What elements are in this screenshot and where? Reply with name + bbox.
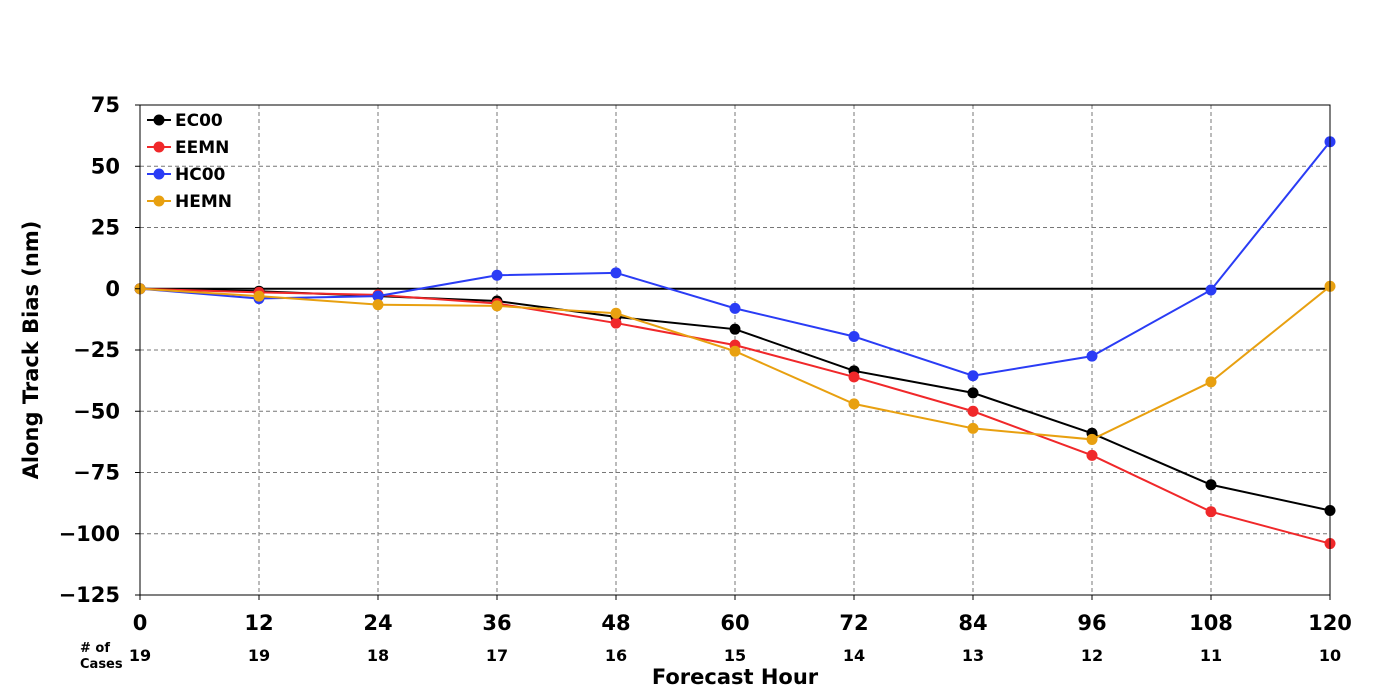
- y-tick-label: 0: [105, 277, 120, 301]
- legend: EC00 EEMN HC00 HEMN: [147, 111, 232, 212]
- case-count: 17: [486, 646, 508, 665]
- data-point-hemn: [491, 300, 503, 312]
- y-tick-label: −100: [59, 522, 120, 546]
- data-point-hc00: [729, 302, 741, 314]
- data-point-hemn: [610, 307, 622, 319]
- data-point-hemn: [372, 299, 384, 311]
- data-point-hemn: [1205, 376, 1217, 388]
- data-point-eemn: [1205, 506, 1217, 518]
- x-tick-label: 48: [601, 611, 630, 635]
- legend-item-hemn: HEMN: [147, 192, 232, 212]
- y-tick-label: 25: [91, 216, 120, 240]
- data-point-hc00: [372, 290, 384, 302]
- data-point-hc00: [1086, 350, 1098, 362]
- data-point-ec00: [967, 387, 979, 399]
- cases-label-line-1: # of: [80, 641, 110, 656]
- x-tick-label: 24: [363, 611, 392, 635]
- data-point-hc00: [848, 331, 860, 343]
- data-point-hemn: [848, 398, 860, 410]
- x-tick-label: 108: [1189, 611, 1233, 635]
- series-lines: [134, 136, 1336, 550]
- data-point-eemn: [967, 405, 979, 417]
- case-count: 18: [367, 646, 389, 665]
- legend-label: EC00: [175, 111, 223, 131]
- case-count: 11: [1200, 646, 1222, 665]
- y-tick-label: −25: [73, 338, 120, 362]
- case-count: 19: [248, 646, 270, 665]
- y-tick-label: 75: [91, 93, 120, 117]
- x-tick-label: 84: [958, 611, 987, 635]
- data-point-hc00: [610, 267, 622, 279]
- series-hc00: [134, 136, 1336, 382]
- x-tick-label: 12: [244, 611, 273, 635]
- y-tick-labels: 75 50 25 0 −25 −50 −75 −100 −125: [59, 93, 140, 607]
- x-tick-label: 96: [1077, 611, 1106, 635]
- case-count: 13: [962, 646, 984, 665]
- legend-label: HEMN: [175, 192, 232, 212]
- legend-item-ec00: EC00: [147, 111, 223, 131]
- case-count: 15: [724, 646, 746, 665]
- data-point-hemn: [967, 422, 979, 434]
- legend-marker: [153, 114, 165, 126]
- x-tick-label: 120: [1308, 611, 1352, 635]
- x-tick-label: 0: [133, 611, 148, 635]
- legend-label: HC00: [175, 165, 226, 185]
- data-point-hc00: [1205, 284, 1217, 296]
- legend-marker: [153, 168, 165, 180]
- data-point-ec00: [729, 323, 741, 335]
- legend-marker: [153, 141, 165, 153]
- data-point-eemn: [1086, 449, 1098, 461]
- y-tick-label: −75: [73, 461, 120, 485]
- cases-label-line-2: Cases: [80, 657, 123, 672]
- data-point-ec00: [1205, 479, 1217, 491]
- data-point-hemn: [729, 345, 741, 357]
- x-tick-labels: 0 12 24 36 48 60 72 84 96 108 120: [133, 595, 1352, 635]
- case-count: 12: [1081, 646, 1103, 665]
- x-tick-label: 60: [720, 611, 749, 635]
- legend-item-hc00: HC00: [147, 165, 226, 185]
- case-count: 14: [843, 646, 865, 665]
- legend-marker: [153, 195, 165, 207]
- data-point-hemn: [253, 290, 265, 302]
- case-count: 19: [129, 646, 151, 665]
- x-tick-label: 72: [839, 611, 868, 635]
- y-axis-title: Along Track Bias (nm): [19, 221, 43, 480]
- case-count: 10: [1319, 646, 1341, 665]
- x-axis-title: Forecast Hour: [652, 665, 819, 689]
- x-tick-label: 36: [482, 611, 511, 635]
- grid-lines: [140, 105, 1330, 595]
- case-count: 16: [605, 646, 627, 665]
- legend-item-eemn: EEMN: [147, 138, 229, 158]
- data-point-hc00: [967, 370, 979, 382]
- legend-label: EEMN: [175, 138, 229, 158]
- case-counts: 19 19 18 17 16 15 14 13 12 11 10: [129, 646, 1341, 665]
- y-tick-label: −50: [73, 399, 120, 423]
- data-point-hemn: [1086, 433, 1098, 445]
- y-tick-label: −125: [59, 583, 120, 607]
- data-point-hc00: [491, 269, 503, 281]
- data-point-eemn: [848, 371, 860, 383]
- data-point-eemn: [610, 317, 622, 329]
- y-tick-label: 50: [91, 154, 120, 178]
